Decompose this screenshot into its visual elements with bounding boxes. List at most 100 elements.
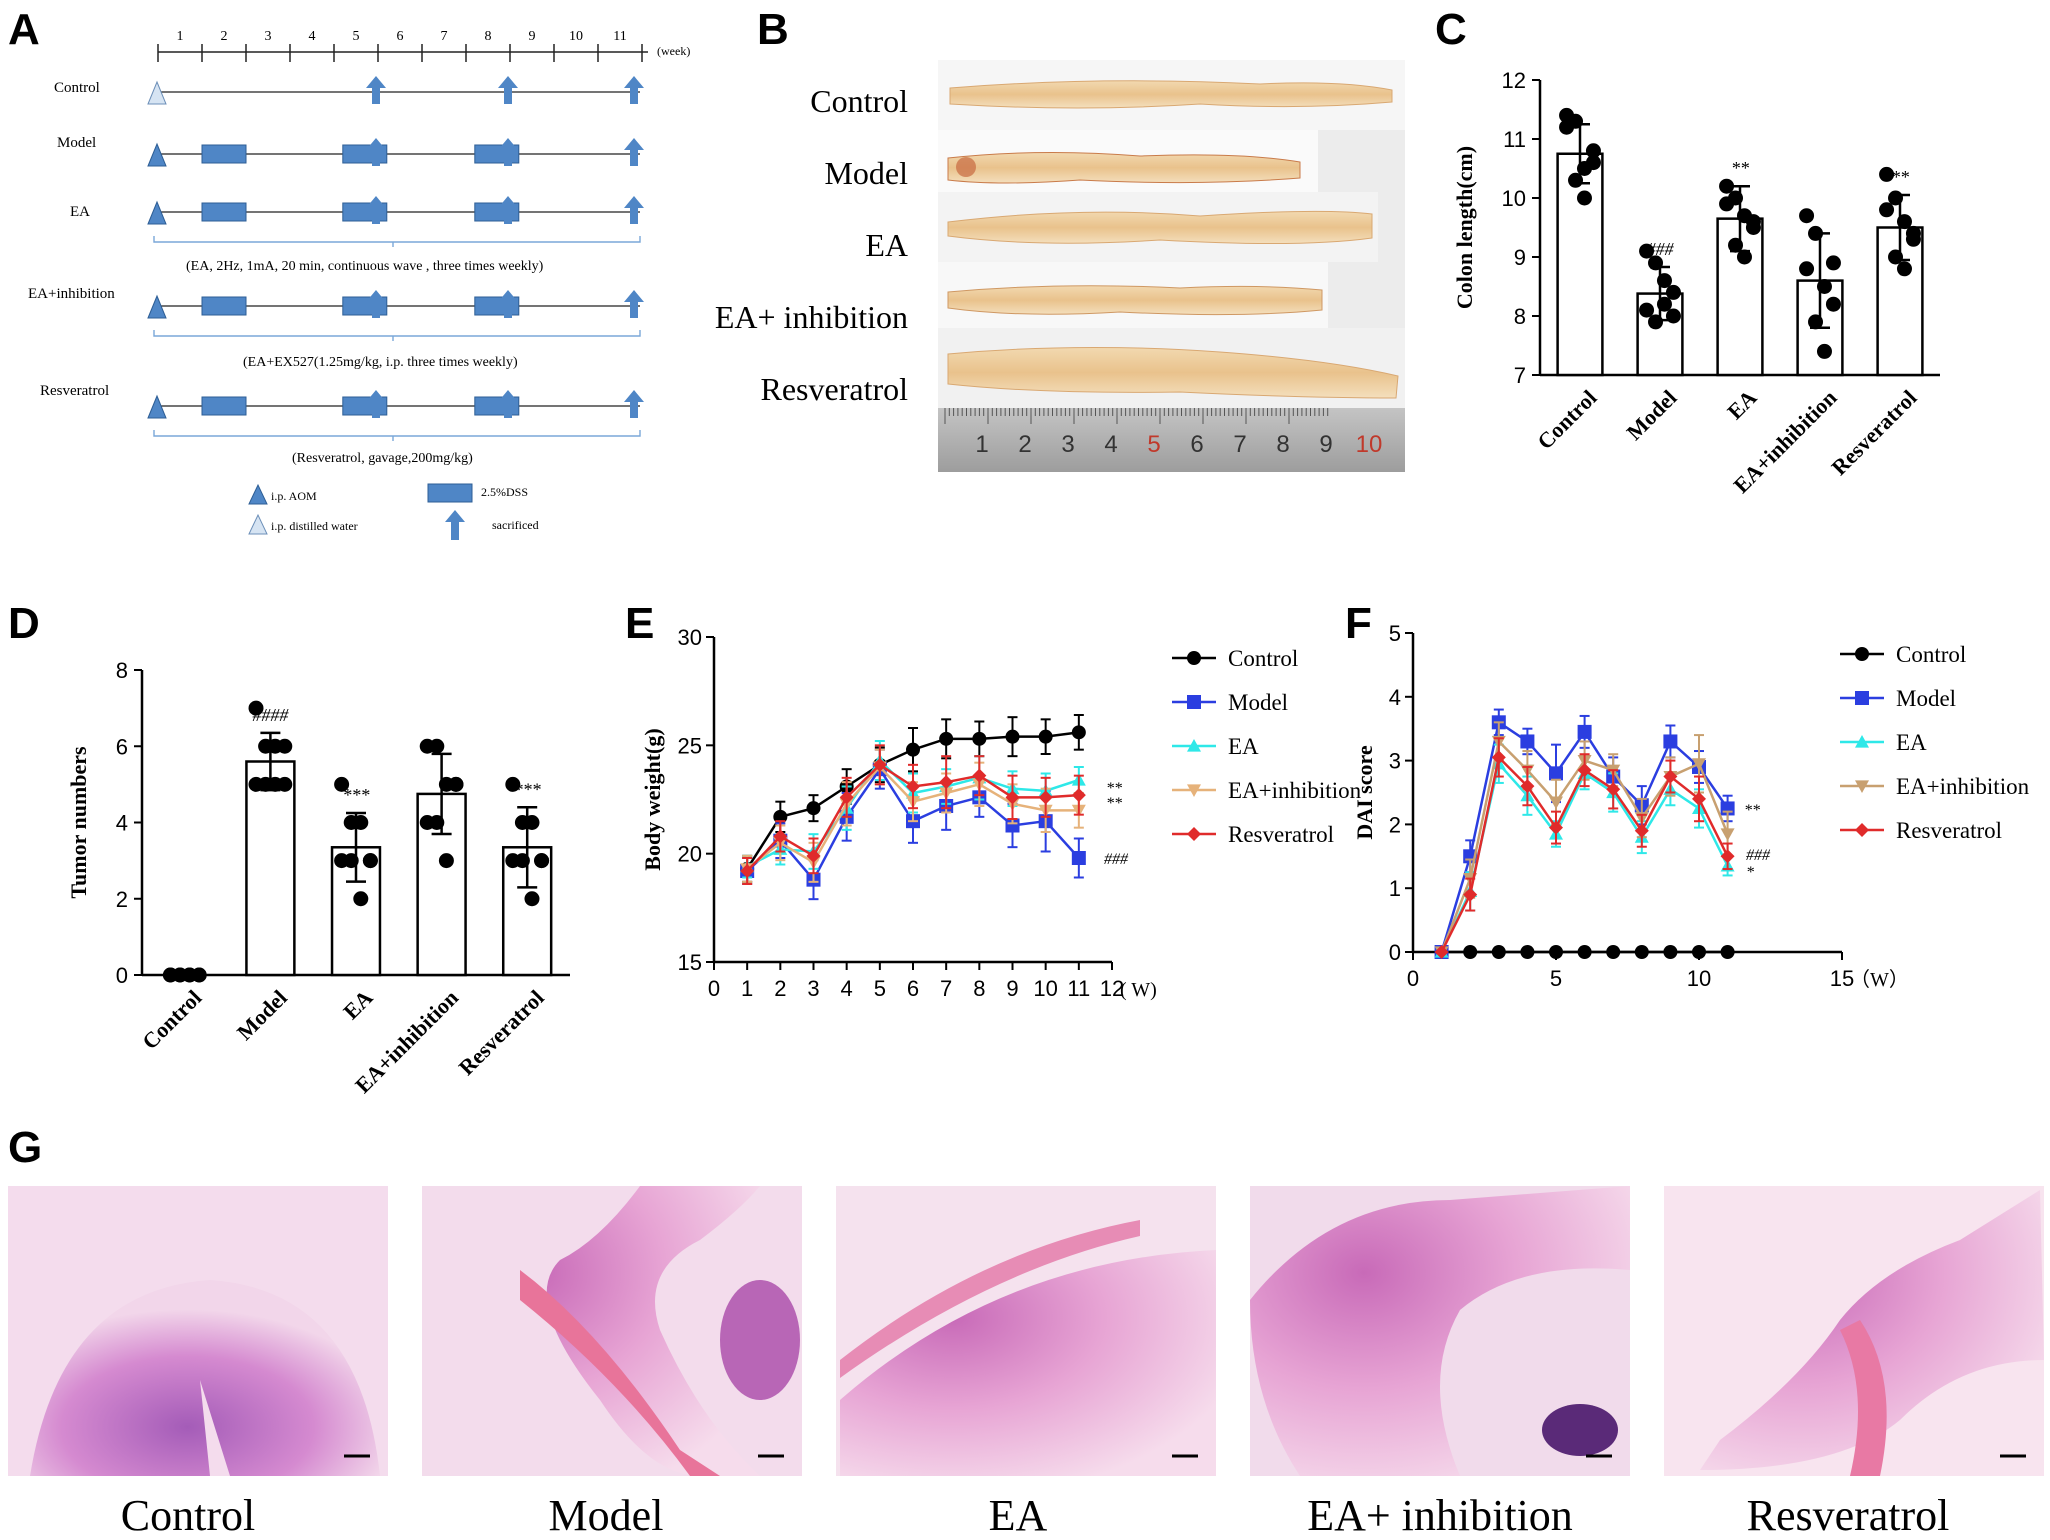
y-tick-label: 15	[678, 950, 702, 975]
legend-label-ea-inhibition: EA+inhibition	[1228, 778, 1362, 803]
x-tick-label-ea: EA	[338, 985, 377, 1024]
data-point	[1825, 255, 1841, 271]
y-axis-label: Tumor numbers	[66, 746, 91, 899]
x-tick-label: 9	[1006, 976, 1018, 1001]
y-tick-label: 9	[1514, 245, 1526, 270]
data-point	[524, 891, 540, 907]
y-tick-label: 7	[1514, 363, 1526, 388]
legend-marker	[1855, 823, 1869, 837]
data-point	[1520, 779, 1535, 794]
data-point	[1606, 945, 1621, 959]
data-point	[1577, 763, 1592, 778]
data-point	[1808, 314, 1824, 330]
y-tick-label: 8	[116, 658, 128, 683]
ruler-label: 9	[1319, 431, 1332, 458]
x-tick-label: 6	[907, 976, 919, 1001]
dss-icon	[201, 296, 247, 316]
data-point	[1656, 273, 1672, 289]
legend-label-control: Control	[1228, 646, 1298, 671]
data-point	[514, 853, 530, 869]
x-axis-label: ( W)	[1120, 979, 1157, 1001]
ruler-label: 8	[1276, 431, 1289, 458]
sacrificed-icon	[624, 290, 644, 318]
colon-resveratrol	[947, 346, 1399, 399]
y-axis-label: Body weight(g)	[640, 728, 665, 870]
data-point	[1663, 734, 1678, 749]
ruler-label: 5	[1147, 431, 1160, 458]
data-point	[1577, 724, 1592, 739]
significance-label: ***	[514, 779, 541, 799]
significance-label: ###	[1104, 851, 1129, 868]
sacrificed-icon	[498, 196, 518, 224]
sacrificed-icon	[366, 76, 386, 104]
week-unit: (week)	[657, 44, 690, 58]
ruler-label: 6	[1190, 431, 1203, 458]
data-point	[1728, 237, 1744, 253]
data-point	[334, 776, 350, 792]
data-point	[773, 829, 788, 844]
data-point	[1720, 849, 1735, 864]
sacrificed-icon	[498, 76, 518, 104]
x-tick-label: 8	[973, 976, 985, 1001]
data-point	[1577, 945, 1592, 959]
x-tick-label: 1	[741, 976, 753, 1001]
histology-caption-ea: EA	[989, 1491, 1048, 1540]
sacrificed-icon	[366, 390, 386, 418]
data-point	[1491, 750, 1506, 765]
data-point	[1720, 828, 1735, 841]
x-tick-label: 5	[1550, 966, 1562, 991]
data-point	[1799, 261, 1815, 277]
data-point	[1038, 729, 1053, 744]
panel-letter-g: G	[8, 1123, 42, 1172]
data-point	[1520, 734, 1535, 749]
week-tick-label: 10	[569, 29, 583, 44]
colon-ea-inhibition	[947, 285, 1323, 316]
significance-label: ###	[1647, 239, 1675, 259]
sacrificed-icon	[498, 390, 518, 418]
data-point	[438, 853, 454, 869]
data-point	[972, 768, 987, 783]
y-tick-label: 0	[1389, 940, 1401, 965]
data-point	[1736, 249, 1752, 265]
x-tick-label: 0	[708, 976, 720, 1001]
y-tick-label: 3	[1389, 749, 1401, 774]
data-point	[362, 853, 378, 869]
data-point	[1648, 314, 1664, 330]
legend-marker	[1855, 780, 1869, 793]
x-tick-label: 7	[940, 976, 952, 1001]
data-point	[277, 738, 293, 754]
data-point	[1071, 851, 1086, 865]
panel-letter-d: D	[8, 599, 40, 648]
x-tick-label: 11	[1067, 976, 1090, 1001]
panel-letter-b: B	[757, 5, 789, 54]
x-tick-label: 2	[774, 976, 786, 1001]
data-point	[1905, 225, 1921, 241]
data-point	[1888, 190, 1904, 206]
y-tick-label: 5	[1389, 621, 1401, 646]
x-tick-label-resveratrol: Resveratrol	[1826, 385, 1921, 480]
data-point	[1549, 820, 1563, 835]
data-point	[1005, 729, 1020, 744]
histology-caption-model: Model	[549, 1491, 664, 1540]
data-point	[1896, 214, 1912, 230]
y-tick-label: 25	[678, 733, 702, 758]
legend-label-control: Control	[1896, 642, 1966, 667]
panel-letter-f: F	[1345, 599, 1372, 648]
data-point	[1663, 945, 1678, 959]
photo-label-model: Model	[824, 155, 908, 191]
data-point	[1816, 343, 1832, 359]
legend-label-ea: EA	[1896, 730, 1927, 755]
data-point	[1559, 119, 1575, 135]
week-tick-label: 4	[309, 29, 316, 44]
ruler-label: 1	[975, 431, 988, 458]
data-point	[1879, 202, 1895, 218]
y-tick-label: 8	[1514, 304, 1526, 329]
data-point	[1896, 261, 1912, 277]
y-tick-label: 2	[116, 887, 128, 912]
y-tick-label: 11	[1503, 127, 1526, 152]
sacrificed-icon	[624, 76, 644, 104]
x-tick-label: 15	[1830, 966, 1854, 991]
data-point	[429, 815, 445, 830]
data-point	[1808, 225, 1824, 241]
